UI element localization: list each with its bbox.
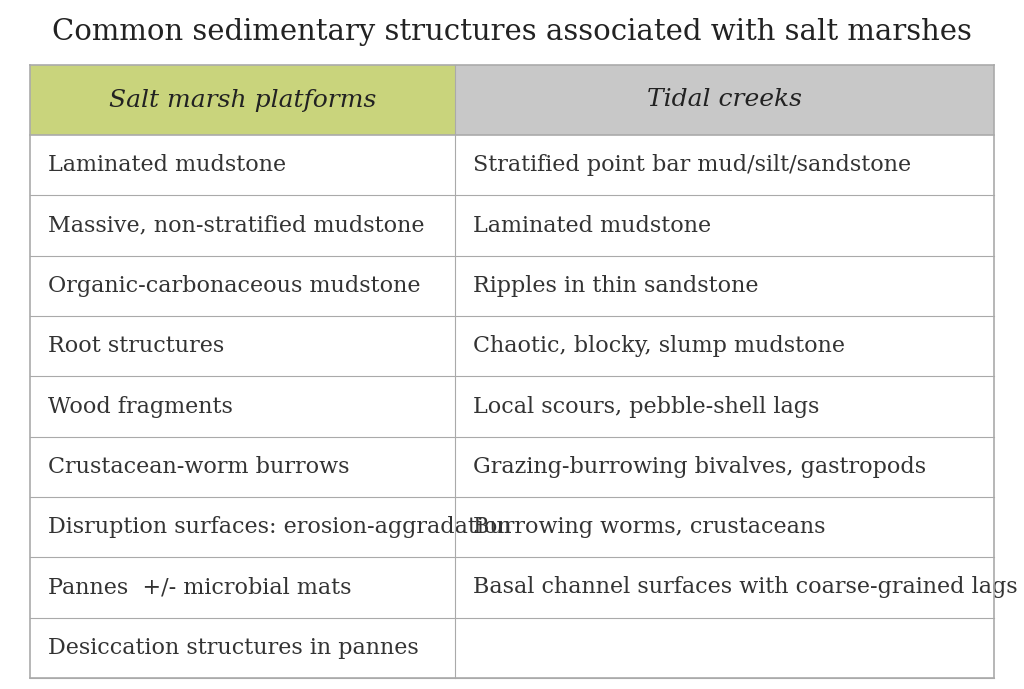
Text: Tidal creeks: Tidal creeks [647, 88, 802, 112]
Text: Laminated mudstone: Laminated mudstone [473, 214, 711, 236]
Text: Pannes  +/- microbial mats: Pannes +/- microbial mats [48, 577, 351, 599]
Bar [30, 376, 994, 437]
Text: Stratified point bar mud/silt/sandstone: Stratified point bar mud/silt/sandstone [473, 154, 911, 176]
Text: Salt marsh platforms: Salt marsh platforms [109, 88, 376, 112]
Text: Disruption surfaces: erosion-aggradation: Disruption surfaces: erosion-aggradation [48, 516, 512, 538]
Text: Organic-carbonaceous mudstone: Organic-carbonaceous mudstone [48, 275, 421, 297]
Bar [455, 65, 994, 135]
Text: Massive, non-stratified mudstone: Massive, non-stratified mudstone [48, 214, 425, 236]
Bar [30, 256, 994, 316]
Text: Burrowing worms, crustaceans: Burrowing worms, crustaceans [473, 516, 825, 538]
Bar [30, 65, 455, 135]
Text: Grazing-burrowing bivalves, gastropods: Grazing-burrowing bivalves, gastropods [473, 456, 926, 478]
Text: Crustacean-worm burrows: Crustacean-worm burrows [48, 456, 349, 478]
Bar [30, 557, 994, 617]
Bar [30, 497, 994, 557]
Text: Laminated mudstone: Laminated mudstone [48, 154, 286, 176]
Text: Wood fragments: Wood fragments [48, 395, 232, 418]
Text: Local scours, pebble-shell lags: Local scours, pebble-shell lags [473, 395, 819, 418]
Bar [30, 196, 994, 256]
Text: Common sedimentary structures associated with salt marshes: Common sedimentary structures associated… [52, 18, 972, 46]
Text: Chaotic, blocky, slump mudstone: Chaotic, blocky, slump mudstone [473, 335, 845, 357]
Bar [30, 316, 994, 376]
Text: Ripples in thin sandstone: Ripples in thin sandstone [473, 275, 759, 297]
Text: Desiccation structures in pannes: Desiccation structures in pannes [48, 637, 419, 659]
Bar [30, 135, 994, 196]
Bar [30, 437, 994, 497]
Bar [30, 617, 994, 678]
Text: Root structures: Root structures [48, 335, 224, 357]
Text: Basal channel surfaces with coarse-grained lags: Basal channel surfaces with coarse-grain… [473, 577, 1018, 599]
